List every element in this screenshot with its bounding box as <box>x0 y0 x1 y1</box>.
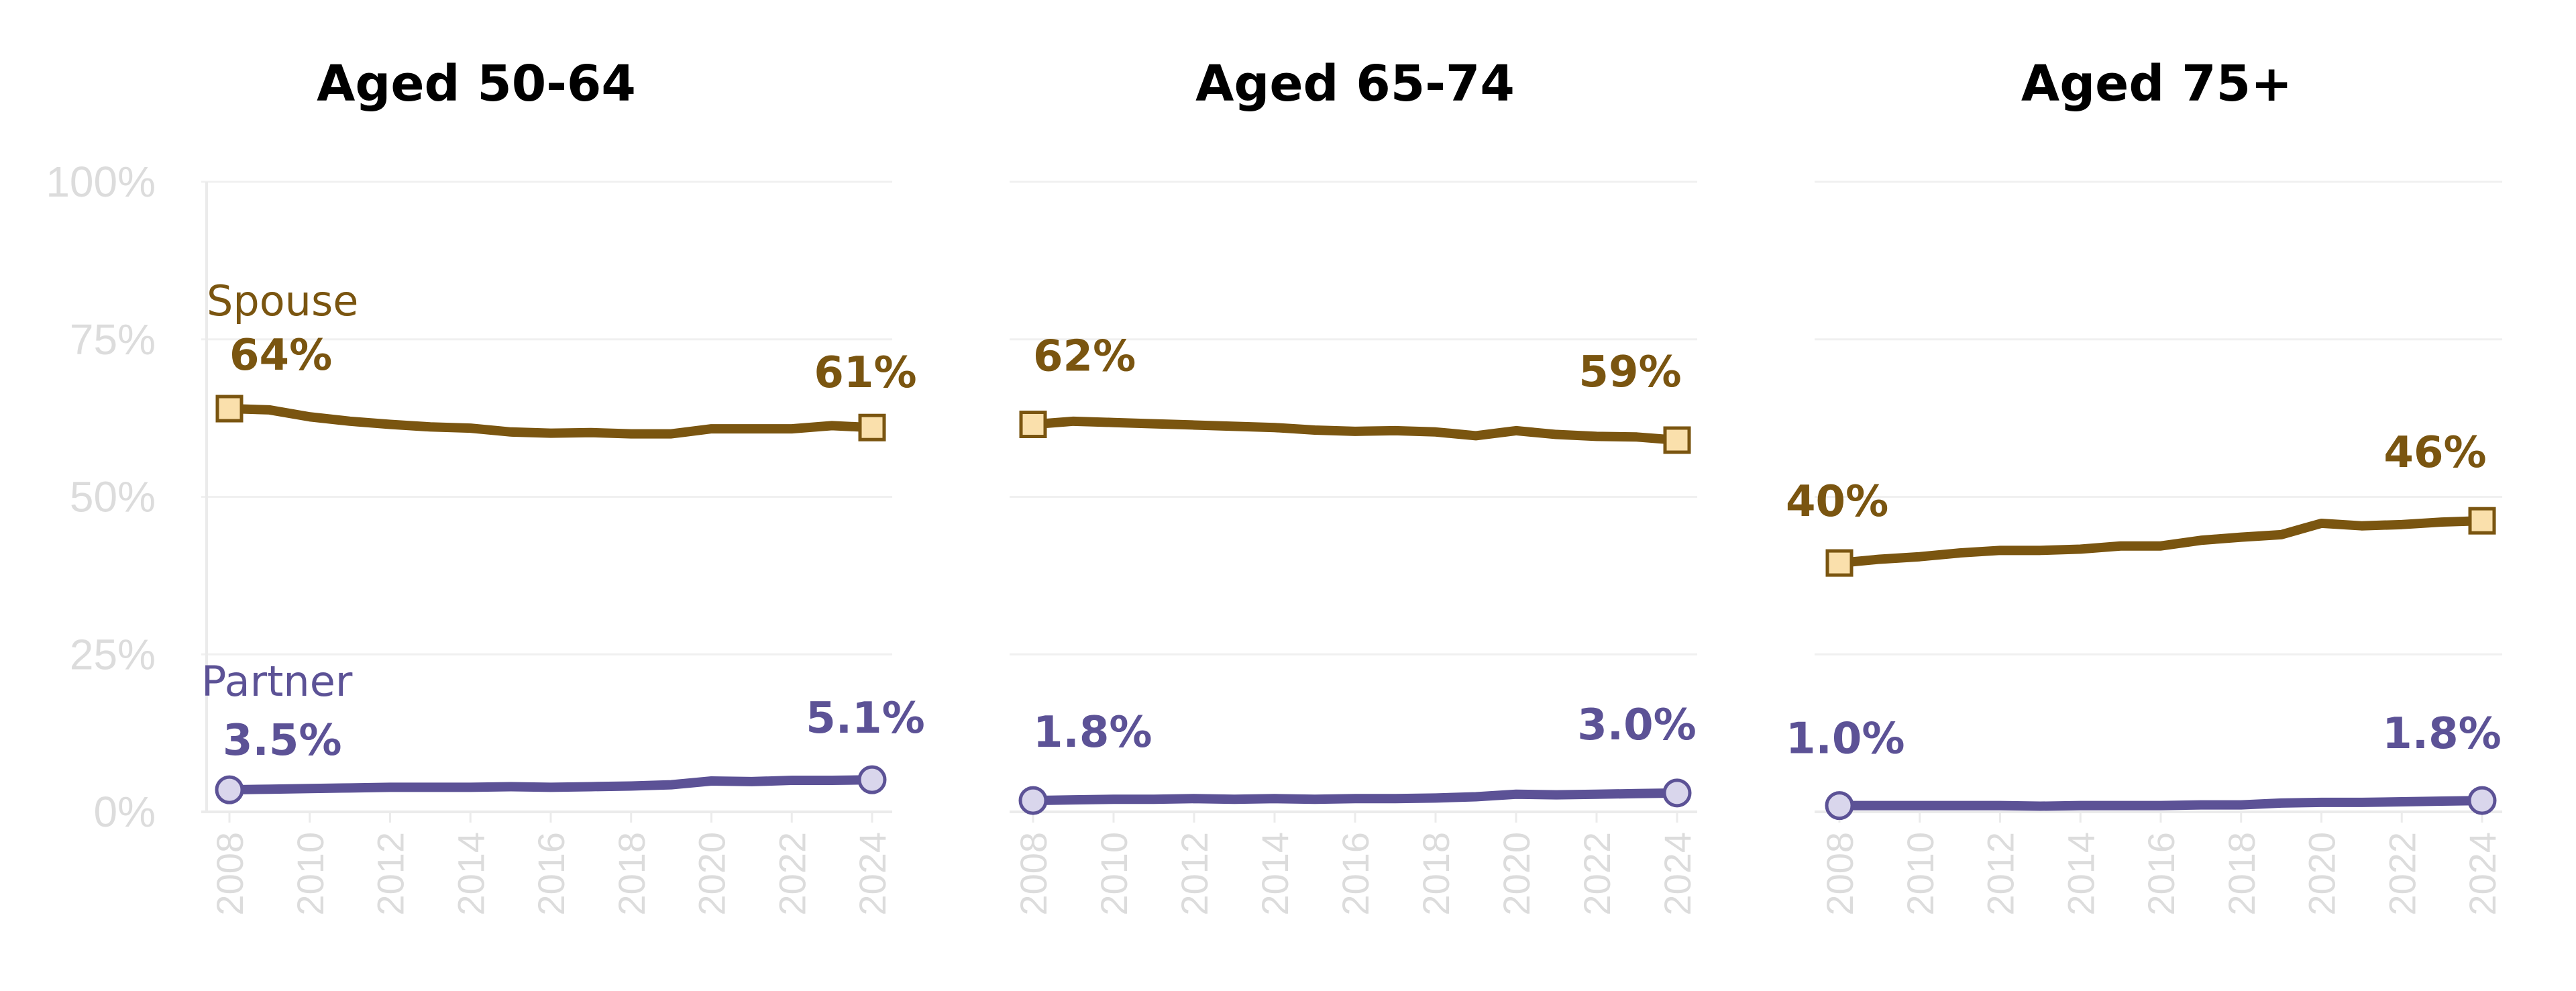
x-tick-label: 2022 <box>771 832 813 916</box>
partner-start-marker <box>215 775 244 804</box>
spouse-series-line <box>1835 516 2487 568</box>
chart-panel-3: Aged 75+ 2008 2010 2012 2014 2016 2018 2020 2022… <box>1786 55 2504 916</box>
x-tick-label: 2020 <box>691 832 733 916</box>
y-tick-label: 50% <box>70 473 156 521</box>
partner-series-line <box>1835 796 2487 811</box>
data-label-end: 46% <box>2383 428 2486 478</box>
spouse-series-line <box>1028 416 1682 445</box>
x-tick-label: 2008 <box>1819 832 1861 916</box>
x-tick-label: 2014 <box>449 832 492 916</box>
panel-title: Aged 65-74 <box>1195 55 1515 113</box>
partner-end-marker <box>857 765 887 794</box>
data-label-start: 1.8% <box>1033 708 1152 758</box>
spouse-start-marker <box>1019 411 1047 439</box>
x-tick-label: 2012 <box>370 832 412 916</box>
data-label-start: 1.0% <box>1786 715 1905 764</box>
x-tick-label: 2016 <box>530 832 572 916</box>
x-tick-label: 2022 <box>1576 832 1618 916</box>
x-tick-label: 2008 <box>209 832 251 916</box>
data-label-end: 5.1% <box>806 694 925 743</box>
spouse-end-marker <box>1663 426 1691 454</box>
data-label-start: 3.5% <box>223 716 342 766</box>
x-tick-label: 2010 <box>289 832 331 916</box>
chart-panel-2: Aged 65-74 2008 2010 2012 2014 2016 2018 2020 20… <box>1010 55 1699 916</box>
y-tick-label: 25% <box>70 630 156 678</box>
data-label-start: 64% <box>229 331 332 380</box>
spouse-series-line <box>225 404 877 439</box>
chart-panel-1: Aged 50-64 100% 75% 50% 25% 0% 2008 2010 2012 201… <box>46 55 924 916</box>
x-tick-label: 2012 <box>1173 832 1216 916</box>
x-tick-label: 2024 <box>1656 832 1699 916</box>
x-tick-label: 2010 <box>1093 832 1135 916</box>
partner-series-line <box>225 775 877 795</box>
x-tick-label: 2018 <box>1415 832 1457 916</box>
spouse-start-marker <box>215 395 244 423</box>
spouse-start-marker <box>1825 549 1854 577</box>
x-tick-label: 2018 <box>2220 832 2263 916</box>
x-tick-label: 2016 <box>1334 832 1377 916</box>
x-tick-label: 2024 <box>851 832 894 916</box>
x-tick-label: 2016 <box>2140 832 2182 916</box>
data-label-end: 3.0% <box>1577 700 1697 750</box>
series-name-label: Spouse <box>207 276 358 325</box>
series-name-label: Partner <box>201 657 353 706</box>
y-tick-label: 0% <box>94 788 156 836</box>
x-tick-label: 2018 <box>610 832 653 916</box>
partner-end-marker <box>2467 786 2497 815</box>
x-tick-label: 2024 <box>2461 832 2504 916</box>
x-tick-label: 2012 <box>1980 832 2022 916</box>
spouse-end-marker <box>2468 507 2496 535</box>
x-tick-label: 2014 <box>2059 832 2102 916</box>
panel-title: Aged 50-64 <box>317 55 636 113</box>
x-tick-label: 2010 <box>1899 832 1941 916</box>
x-tick-label: 2020 <box>2301 832 2343 916</box>
x-tick-label: 2014 <box>1254 832 1296 916</box>
y-tick-label: 100% <box>46 158 156 206</box>
partner-end-marker <box>1662 778 1692 808</box>
x-tick-label: 2008 <box>1012 832 1055 916</box>
y-tick-label: 75% <box>70 315 156 364</box>
data-label-start: 40% <box>1786 477 1888 527</box>
x-tick-label: 2020 <box>1495 832 1538 916</box>
partner-series-line <box>1028 788 1682 806</box>
panel-title: Aged 75+ <box>2021 55 2292 113</box>
partner-start-marker <box>1825 791 1854 821</box>
data-label-end: 59% <box>1578 348 1681 397</box>
data-label-end: 61% <box>814 348 916 398</box>
data-label-end: 1.8% <box>2382 709 2502 759</box>
spouse-end-marker <box>858 413 886 441</box>
data-label-start: 62% <box>1033 332 1136 382</box>
x-tick-label: 2022 <box>2381 832 2423 916</box>
partner-start-marker <box>1018 786 1048 815</box>
